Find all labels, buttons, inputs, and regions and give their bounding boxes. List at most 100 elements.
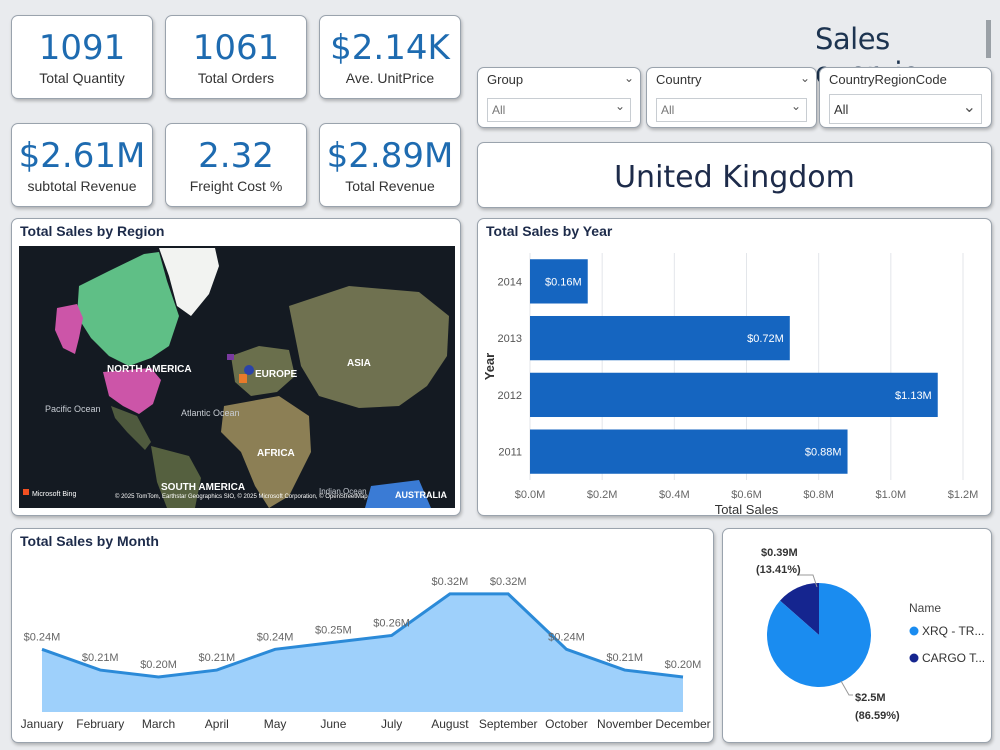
month-tick-label: October: [545, 717, 588, 731]
europe-shape: [231, 346, 295, 396]
bar-data-label: $0.88M: [805, 447, 842, 459]
month-data-label: $0.21M: [198, 652, 235, 664]
map-label-africa: AFRICA: [257, 448, 295, 459]
month-data-label: $0.24M: [548, 631, 585, 643]
area-line: [41, 592, 684, 679]
slicer-country-region-code[interactable]: CountryRegionCode All ⌄: [819, 67, 992, 128]
chevron-down-icon[interactable]: ⌄: [799, 71, 810, 85]
month-tick-label: November: [597, 717, 652, 731]
chevron-down-icon[interactable]: ⌄: [614, 99, 625, 113]
x-tick-label: $0.2M: [587, 489, 618, 501]
slicer-value: All: [834, 102, 849, 117]
kpi-card-freight-cost[interactable]: 2.32 Freight Cost %: [165, 123, 307, 207]
year-bar-chart[interactable]: $0.0M $0.2M $0.4M $0.6M $0.8M $1.0M $1.2M 2014 $…: [478, 245, 991, 515]
slicer-dropdown[interactable]: All ⌄: [656, 98, 807, 122]
title-accent-bar: [986, 20, 991, 58]
map-label-europe: EUROPE: [255, 369, 298, 380]
pie-percent-label: (13.41%): [756, 564, 801, 576]
kpi-value: $2.89M: [326, 136, 454, 176]
central-america-shape: [111, 406, 151, 450]
uk-marker: [239, 374, 247, 383]
asia-shape: [289, 286, 449, 408]
africa-shape: [221, 396, 311, 508]
chevron-down-icon[interactable]: ⌄: [790, 99, 801, 113]
country-marker: [244, 365, 254, 375]
greenland-shape: [159, 248, 219, 316]
month-chart-card: Total Sales by Month $0.24M January $0.21M…: [11, 528, 714, 743]
kpi-label: Freight Cost %: [189, 178, 283, 194]
year-bar: [530, 372, 938, 418]
iceland-marker: [227, 354, 234, 360]
legend-marker: [909, 653, 919, 663]
kpi-card-subtotal-revenue[interactable]: $2.61M subtotal Revenue: [11, 123, 153, 207]
slicer-group[interactable]: Group ⌄ All ⌄: [477, 67, 641, 128]
bar-data-label: $1.13M: [895, 390, 932, 402]
kpi-label: Total Revenue: [345, 178, 435, 194]
pie-chart[interactable]: $0.39M (13.41%) $2.5M (86.59%) Name XRQ - TR.…: [723, 529, 991, 742]
kpi-value: 2.32: [198, 136, 274, 176]
y-tick-label: 2011: [498, 447, 522, 459]
bing-logo-icon: [23, 489, 29, 495]
bar-data-label: $0.16M: [545, 276, 582, 288]
x-tick-label: $0.0M: [515, 489, 546, 501]
kpi-label: subtotal Revenue: [27, 178, 137, 194]
slicer-value: All: [492, 103, 506, 117]
kpi-card-total-revenue[interactable]: $2.89M Total Revenue: [319, 123, 461, 207]
month-tick-label: September: [479, 717, 538, 731]
map-brand: Microsoft Bing: [32, 491, 76, 498]
legend-marker: [909, 626, 919, 636]
map-label-pacific-ocean: Pacific Ocean: [45, 404, 101, 414]
pie-percent-label: (86.59%): [855, 710, 900, 722]
kpi-value: $2.61M: [18, 136, 146, 176]
leader-line: [840, 680, 853, 696]
pie-value-label: $2.5M: [855, 692, 886, 704]
month-tick-label: February: [76, 717, 124, 731]
y-axis-title: Year: [482, 353, 497, 380]
month-data-label: $0.25M: [315, 624, 352, 636]
selected-country-text: United Kingdom: [614, 160, 855, 195]
month-data-label: $0.21M: [606, 652, 643, 664]
legend-label: CARGO T...: [922, 651, 985, 665]
month-data-label: $0.26M: [373, 617, 410, 629]
year-chart-title: Total Sales by Year: [486, 223, 613, 239]
selected-country-card: United Kingdom: [477, 142, 992, 208]
map-label-atlantic-ocean: Atlantic Ocean: [181, 408, 240, 418]
chevron-down-icon[interactable]: ⌄: [962, 99, 976, 116]
north-america-shape: [77, 252, 179, 366]
map-title: Total Sales by Region: [20, 223, 165, 239]
month-data-label: $0.32M: [432, 576, 469, 588]
slicer-dropdown[interactable]: All ⌄: [829, 94, 982, 124]
month-tick-label: August: [431, 717, 469, 731]
kpi-card-total-quantity[interactable]: 1091 Total Quantity: [11, 15, 153, 99]
y-tick-label: 2012: [498, 390, 522, 402]
slicer-value: All: [661, 103, 675, 117]
map-label-australia: AUSTRALIA: [395, 490, 447, 500]
legend-title: Name: [909, 601, 941, 615]
slicer-country[interactable]: Country ⌄ All ⌄: [646, 67, 817, 128]
sales-map[interactable]: NORTH AMERICA EUROPE ASIA AFRICA SOUTH A…: [19, 246, 455, 508]
map-label-indian-ocean: Indian Ocean: [319, 487, 367, 496]
pie-slice-xrq: [767, 583, 871, 687]
month-tick-label: December: [655, 717, 710, 731]
kpi-card-total-orders[interactable]: 1061 Total Orders: [165, 15, 307, 99]
south-america-shape: [151, 446, 201, 508]
slicer-label: Country: [656, 72, 702, 87]
pie-value-label: $0.39M: [761, 547, 798, 559]
area-fill: [42, 593, 683, 712]
map-card: Total Sales by Region NORTH AMERICA EURO…: [11, 218, 461, 516]
month-data-label: $0.32M: [490, 576, 527, 588]
month-tick-label: March: [142, 717, 175, 731]
month-tick-label: June: [320, 717, 346, 731]
kpi-card-ave-unit-price[interactable]: $2.14K Ave. UnitPrice: [319, 15, 461, 99]
slicer-label: Group: [487, 72, 524, 87]
month-tick-label: July: [381, 717, 402, 731]
month-area-chart[interactable]: $0.24M January $0.21M February $0.20M March $0…: [12, 553, 713, 743]
slicer-dropdown[interactable]: All ⌄: [487, 98, 631, 122]
chevron-down-icon[interactable]: ⌄: [623, 71, 634, 85]
pie-slice-cargo: [780, 583, 819, 635]
usa-shape: [103, 368, 161, 414]
kpi-value: 1091: [38, 28, 126, 68]
month-tick-label: April: [205, 717, 229, 731]
y-tick-label: 2014: [498, 276, 522, 288]
year-bar: [530, 315, 790, 361]
